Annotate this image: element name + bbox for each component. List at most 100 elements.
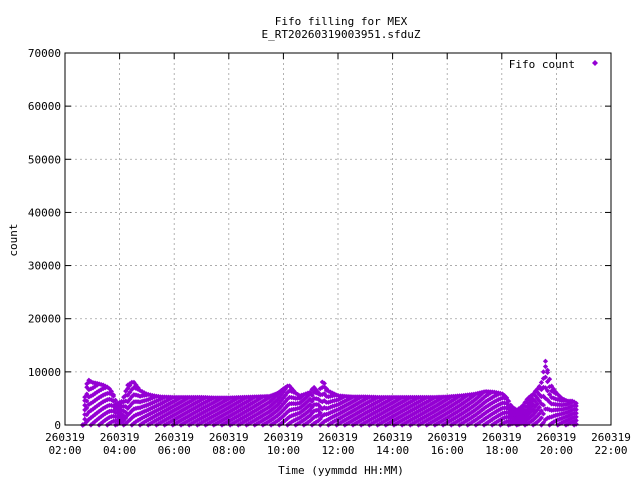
data-point: [366, 408, 372, 414]
data-point: [544, 397, 551, 403]
data-point: [458, 421, 465, 427]
data-point: [114, 414, 121, 420]
data-point-peak: [104, 384, 110, 390]
data-point: [436, 415, 442, 421]
data-point: [235, 404, 241, 410]
data-point: [440, 413, 446, 419]
data-point: [280, 389, 286, 395]
data-point: [94, 403, 100, 409]
data-point: [354, 420, 360, 426]
data-point: [467, 406, 473, 412]
data-point: [536, 411, 542, 417]
data-point: [536, 398, 542, 404]
data-point: [487, 407, 493, 413]
data-point: [299, 418, 305, 424]
data-point: [526, 415, 532, 421]
data-point-peak: [303, 391, 309, 397]
data-point: [372, 409, 379, 415]
data-point: [372, 400, 379, 406]
data-point: [168, 405, 174, 411]
data-point: [346, 401, 352, 407]
data-point: [270, 406, 276, 412]
data-point: [131, 413, 137, 419]
data-point: [307, 407, 313, 413]
data-point: [487, 412, 493, 418]
data-point: [469, 414, 475, 420]
data-point: [157, 420, 164, 426]
data-point: [215, 420, 221, 426]
data-point: [338, 405, 344, 411]
data-point: [573, 410, 579, 416]
data-point: [508, 421, 514, 427]
data-point: [139, 421, 145, 427]
data-point-peak: [135, 385, 141, 391]
data-point: [311, 420, 317, 427]
data-point: [108, 419, 115, 425]
data-point: [350, 417, 356, 423]
data-point: [237, 407, 244, 413]
data-point: [221, 398, 227, 404]
data-point: [84, 412, 90, 418]
data-point: [303, 405, 309, 411]
y-tick-label: 50000: [28, 153, 61, 166]
data-point: [557, 397, 563, 403]
data-point: [307, 396, 313, 402]
data-point: [102, 391, 108, 397]
data-point: [278, 397, 284, 404]
data-point: [483, 393, 489, 399]
data-point: [129, 393, 135, 400]
data-point: [272, 409, 278, 415]
data-point: [321, 384, 327, 390]
data-point: [465, 417, 471, 423]
data-point-peak: [323, 386, 329, 392]
data-point: [268, 417, 274, 423]
x-tick-date: 260319: [100, 431, 140, 444]
data-point: [106, 420, 112, 427]
data-point: [442, 421, 448, 427]
data-point: [235, 399, 241, 405]
data-point: [534, 413, 540, 419]
data-point: [477, 398, 483, 404]
data-point: [370, 420, 377, 426]
data-point: [127, 410, 133, 416]
data-point: [565, 421, 571, 427]
data-point: [90, 385, 96, 391]
data-point: [243, 413, 250, 419]
data-point: [323, 417, 329, 424]
data-point-peak: [551, 386, 557, 392]
data-point: [229, 412, 235, 418]
data-point: [569, 415, 575, 421]
data-point-peak: [503, 395, 510, 401]
x-tick-time: 14:00: [376, 444, 409, 457]
data-point: [559, 415, 565, 421]
data-point: [147, 401, 153, 407]
data-point-peak: [329, 390, 336, 396]
data-point-peak: [112, 397, 119, 403]
data-point: [131, 385, 137, 391]
data-point: [436, 420, 442, 426]
data-point: [448, 403, 454, 409]
y-tick-label: 30000: [28, 260, 61, 273]
data-point: [460, 410, 467, 416]
data-point: [516, 421, 522, 427]
data-point: [364, 404, 370, 411]
data-point: [166, 415, 172, 421]
data-point: [348, 400, 354, 406]
data-point: [235, 417, 241, 424]
data-point: [170, 399, 176, 405]
data-point: [307, 418, 313, 424]
data-point: [297, 405, 303, 411]
data-point-peak: [143, 391, 149, 397]
data-point: [340, 418, 346, 424]
data-point: [483, 398, 489, 404]
x-tick-date: 260319: [591, 431, 631, 444]
data-point: [243, 417, 250, 423]
data-point: [436, 401, 442, 407]
data-point-peak: [305, 390, 311, 396]
data-point: [456, 412, 463, 418]
data-point: [164, 402, 170, 408]
data-point: [229, 398, 235, 404]
data-point: [346, 405, 352, 412]
data-point: [372, 405, 379, 411]
data-point: [133, 419, 139, 425]
